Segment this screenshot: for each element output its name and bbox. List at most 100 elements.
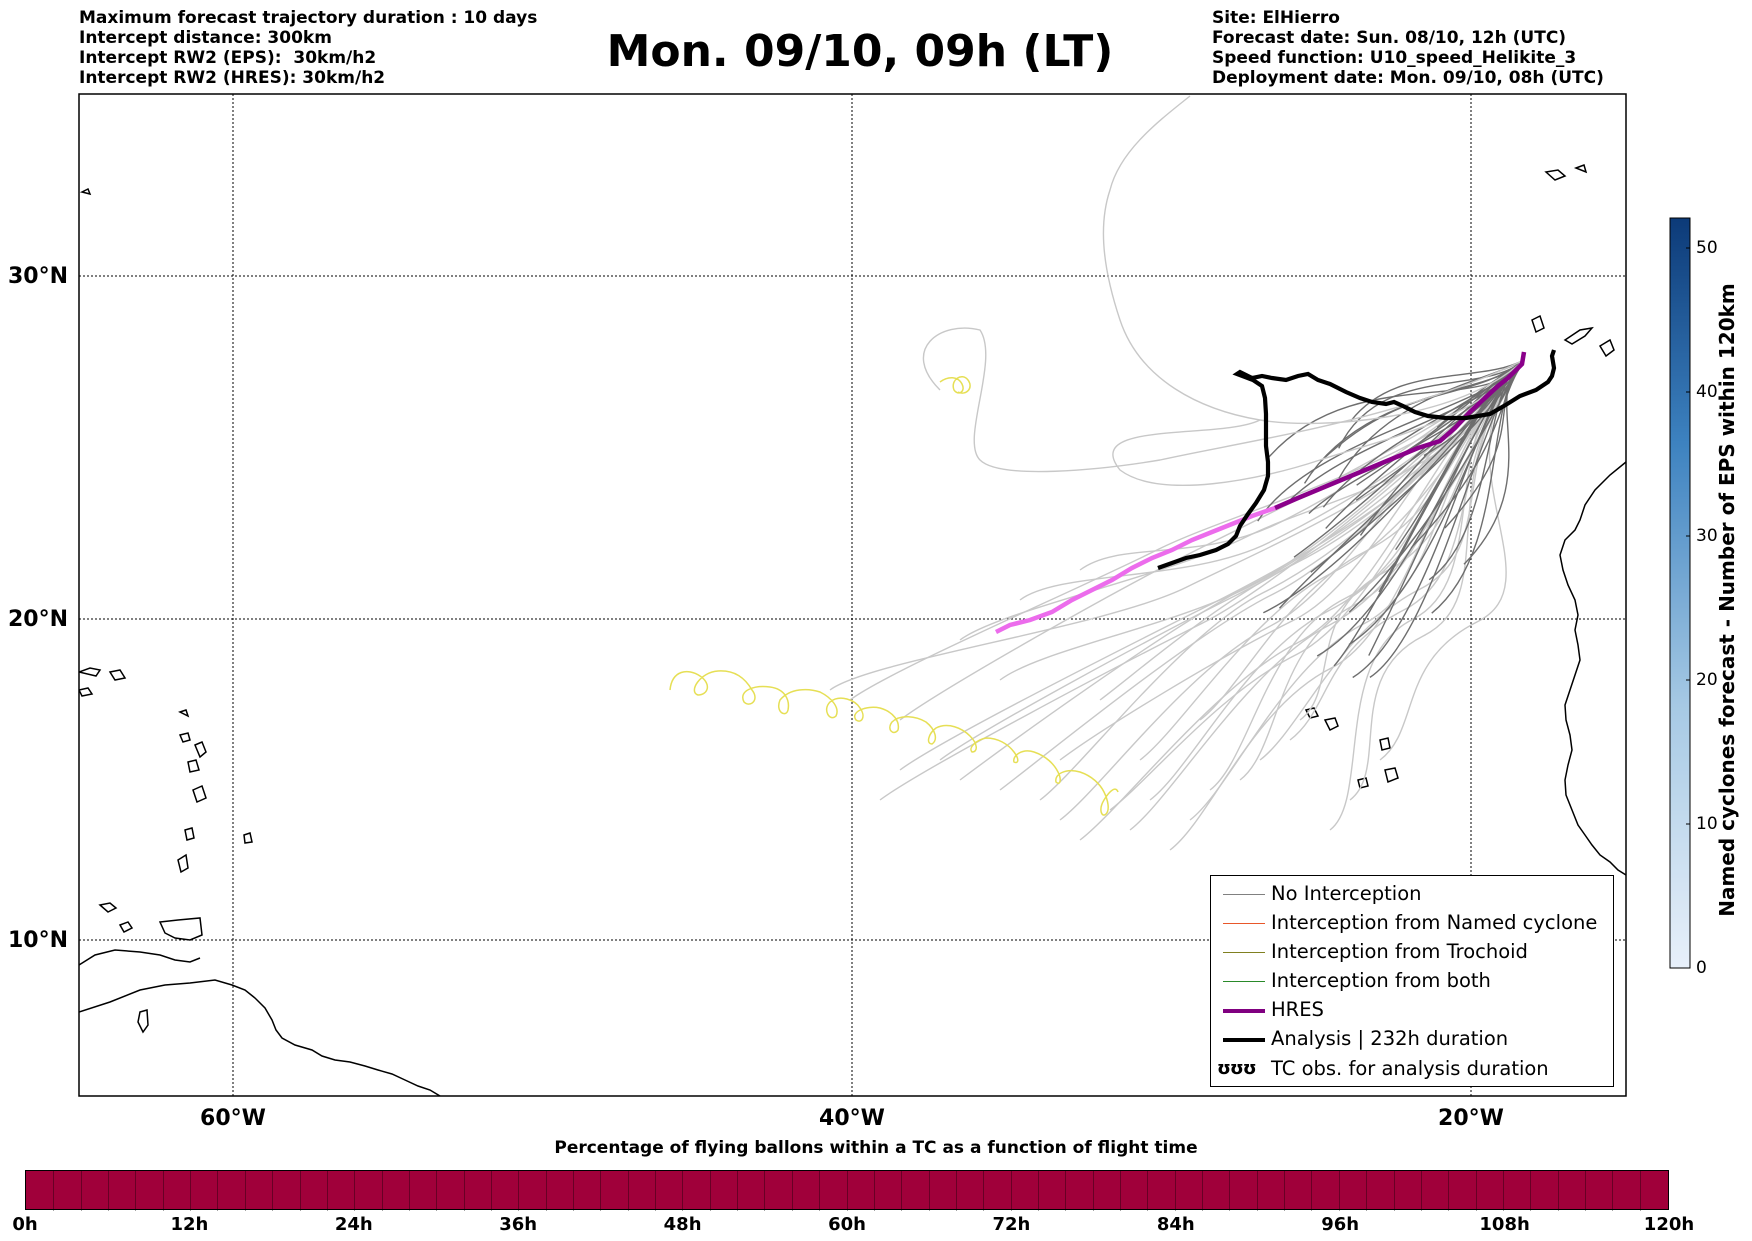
- legend-swatch-both: [1223, 981, 1265, 982]
- bottom-bar-label: 0h: [12, 1214, 38, 1235]
- island-7: [177, 853, 189, 874]
- colorbar-tick-0: 0: [1696, 958, 1707, 978]
- bottom-bar-tick: [1229, 1171, 1231, 1211]
- eps-trajectory: [1259, 359, 1525, 761]
- max-duration-text: Maximum forecast trajectory duration : 1…: [79, 8, 538, 28]
- island-5: [187, 759, 200, 773]
- legend-swatch-hres: [1223, 1009, 1265, 1013]
- coast-south-america: [79, 979, 441, 1096]
- intercept-distance-text: Intercept distance: 300km: [79, 28, 332, 48]
- lat-label-30n: 30°N: [8, 264, 68, 289]
- legend-item-tc-obs: ʊʊʊ TC obs. for analysis duration: [1211, 1055, 1613, 1084]
- colorbar-tick-50: 50: [1696, 238, 1718, 258]
- colorbar-tick-40: 40: [1696, 382, 1718, 402]
- bottom-bar-tick: [1448, 1171, 1450, 1211]
- bottom-bar-tick: [983, 1171, 985, 1211]
- eps-trajectory: [899, 359, 1525, 771]
- bottom-bar-tick: [1174, 1171, 1176, 1211]
- eps-trajectory: [1059, 359, 1525, 761]
- flight-time-percentage-bar: [25, 1170, 1669, 1211]
- coast-africa: [1559, 461, 1626, 876]
- bottom-bar-label: 84h: [1156, 1214, 1195, 1235]
- lon-label-60w: 60°W: [200, 1106, 266, 1131]
- island-17: [1573, 164, 1588, 174]
- eps-trajectory: [959, 359, 1525, 641]
- island-6: [178, 732, 191, 743]
- bottom-bar-tick: [1475, 1171, 1477, 1211]
- bottom-bar-tick: [190, 1171, 192, 1211]
- bottom-bar-tick: [627, 1171, 629, 1211]
- bottom-bar-title: Percentage of flying ballons within a TC…: [554, 1138, 1198, 1158]
- legend-label-named-cyclone: Interception from Named cyclone: [1271, 911, 1598, 934]
- island-12: [79, 687, 94, 697]
- legend-label-tc-obs: TC obs. for analysis duration: [1271, 1057, 1549, 1080]
- bottom-bar-tick: [1420, 1171, 1422, 1211]
- bottom-bar-tick: [1311, 1171, 1313, 1211]
- eps-trajectory: [1099, 359, 1525, 701]
- bottom-bar-tick: [490, 1171, 492, 1211]
- bottom-bar-tick: [928, 1171, 930, 1211]
- bottom-bar-tick: [53, 1171, 55, 1211]
- bottom-bar-tick: [80, 1171, 82, 1211]
- bottom-bar-tick: [1147, 1171, 1149, 1211]
- legend-item-named-cyclone: Interception from Named cyclone: [1211, 909, 1613, 938]
- speed-function-text: Speed function: U10_speed_Helikite_3: [1212, 48, 1577, 68]
- eps-trajectory: [922, 327, 1525, 473]
- legend: No Interception Interception from Named …: [1210, 875, 1614, 1087]
- bottom-bar-tick: [1120, 1171, 1121, 1211]
- tc-observation-track: [669, 670, 1119, 816]
- coast-trinidad: [158, 917, 203, 941]
- header-left-info: Maximum forecast trajectory duration : 1…: [79, 8, 537, 88]
- legend-item-trochoid: Interception from Trochoid: [1211, 938, 1613, 967]
- bottom-bar-tick: [655, 1171, 657, 1211]
- bottom-bar-tick: [326, 1171, 328, 1211]
- bottom-bar-label: 48h: [663, 1214, 702, 1235]
- eps-trajectory: [1019, 359, 1525, 601]
- bottom-bar-tick: [1037, 1171, 1039, 1211]
- tc-observation-loop: [939, 376, 971, 394]
- colorbar-tick-20: 20: [1696, 670, 1718, 690]
- bottom-bar-tick: [1393, 1171, 1395, 1211]
- bottom-bar-tick: [217, 1171, 219, 1211]
- bottom-bar-label: 36h: [499, 1214, 538, 1235]
- legend-item-both: Interception from both: [1211, 967, 1613, 996]
- bottom-bar-tick: [1502, 1171, 1504, 1211]
- hres-trajectory-faded: [994, 505, 1276, 635]
- bottom-bar-tick: [408, 1171, 410, 1211]
- island-canary-3: [1598, 338, 1615, 358]
- bottom-bar-tick: [1612, 1171, 1614, 1211]
- island-9: [192, 784, 207, 804]
- bottom-bar-label: 24h: [334, 1214, 373, 1235]
- island-3: [118, 921, 134, 933]
- bottom-bar-tick: [518, 1171, 520, 1211]
- island-2: [98, 902, 118, 913]
- eps-trajectory: [1112, 359, 1525, 486]
- bottom-bar-tick: [1530, 1171, 1532, 1211]
- island-cv-4: [1357, 777, 1369, 789]
- deployment-date-text: Deployment date: Mon. 09/10, 08h (UTC): [1212, 68, 1604, 88]
- bottom-bar-tick: [1338, 1171, 1340, 1211]
- bottom-bar-tick: [354, 1171, 356, 1211]
- lat-label-20n: 20°N: [8, 607, 68, 632]
- bottom-bar-label: 12h: [170, 1214, 209, 1235]
- bottom-bar-tick: [299, 1171, 301, 1211]
- island-10: [243, 832, 253, 844]
- bottom-bar-tick: [463, 1171, 465, 1211]
- bottom-bar-tick: [955, 1171, 957, 1211]
- legend-swatch-analysis: [1223, 1038, 1265, 1042]
- bottom-bar-tick: [846, 1171, 848, 1211]
- bottom-bar-tick: [1256, 1171, 1258, 1211]
- eps-trajectory: [1369, 359, 1525, 678]
- analysis-trajectory: [1157, 349, 1557, 570]
- bottom-bar-tick: [545, 1171, 547, 1211]
- bottom-bar-label: 120h: [1643, 1214, 1695, 1235]
- eps-trajectory: [1329, 359, 1525, 831]
- bottom-bar-tick: [1065, 1171, 1067, 1211]
- eps-trajectory: [1289, 359, 1525, 741]
- graticule: [79, 94, 1626, 1096]
- map-border: [78, 93, 1627, 1097]
- colorbar-bar: [1669, 217, 1691, 969]
- legend-label-trochoid: Interception from Trochoid: [1271, 940, 1528, 963]
- bottom-bar-tick: [573, 1171, 574, 1211]
- island-canary-2: [1563, 326, 1594, 345]
